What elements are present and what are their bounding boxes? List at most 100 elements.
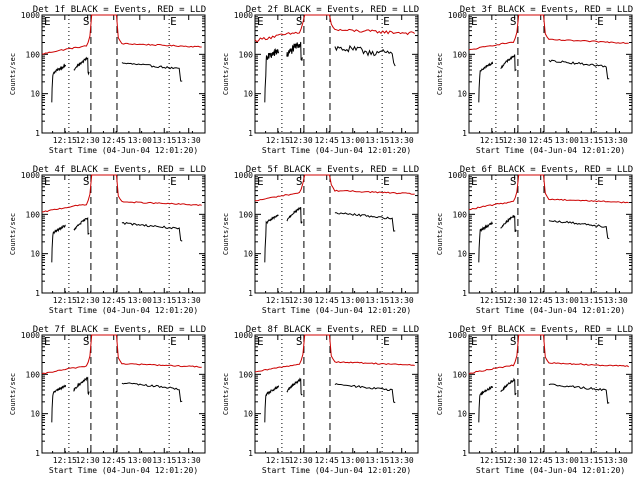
lld-series-line (254, 174, 415, 202)
y-tick-label: 1000 (21, 331, 40, 340)
detector-panel: Det 2f BLACK = Events, RED = LLD 1 10 100 10… (213, 0, 426, 160)
lld-series-line (41, 174, 202, 213)
detector-panel: Det 7f BLACK = Events, RED = LLD 1 10 100 10… (0, 320, 213, 480)
x-axis-label: Start Time (04-Jun-04 12:01:20) (476, 306, 625, 315)
x-tick-label: 12:15 (480, 136, 504, 145)
x-tick-label: 13:00 (341, 456, 365, 465)
x-tick-label: 12:30 (76, 456, 100, 465)
y-tick-label: 1 (462, 129, 467, 138)
x-tick-label: 13:15 (152, 136, 176, 145)
x-tick-label: 13:30 (604, 296, 628, 305)
y-tick-label: 10 (243, 90, 253, 99)
x-tick-label: 12:45 (529, 296, 553, 305)
x-tick-label: 13:15 (152, 296, 176, 305)
x-tick-label: 12:45 (315, 136, 339, 145)
x-tick-label: 13:00 (128, 296, 152, 305)
lld-series-line (468, 14, 629, 51)
x-tick-label: 13:30 (177, 296, 201, 305)
y-tick-label: 1 (35, 289, 40, 298)
x-tick-label: 13:00 (128, 136, 152, 145)
plot-frame (254, 174, 419, 294)
x-tick-label: 12:45 (529, 136, 553, 145)
x-tick-label: 12:30 (503, 296, 527, 305)
y-tick-label: 1000 (234, 171, 253, 180)
x-tick-label: 12:15 (53, 136, 77, 145)
chart-title: Det 4f BLACK = Events, RED = LLD (33, 165, 206, 175)
x-tick-label: 12:45 (102, 136, 126, 145)
y-tick-label: 10 (30, 250, 40, 259)
x-tick-label: 13:00 (555, 456, 579, 465)
marker-label-e: E (471, 175, 478, 188)
x-tick-label: 12:30 (289, 296, 313, 305)
marker-label-s: S (510, 335, 517, 348)
y-tick-label: 10 (243, 250, 253, 259)
plot-frame (468, 334, 633, 454)
x-tick-label: 12:30 (503, 456, 527, 465)
count-rate-chart: Det 2f BLACK = Events, RED = LLD 1 10 100 10… (222, 5, 419, 155)
events-series-line (548, 59, 610, 80)
events-series-line (478, 385, 494, 423)
marker-label-s: S (510, 15, 517, 28)
x-tick-label: 12:30 (76, 136, 100, 145)
chart-title: Det 2f BLACK = Events, RED = LLD (246, 5, 419, 15)
x-tick-label: 12:15 (266, 296, 290, 305)
x-tick-label: 13:00 (128, 456, 152, 465)
plot-frame (468, 174, 633, 294)
y-tick-label: 1 (248, 289, 253, 298)
events-series-line (286, 207, 303, 224)
y-tick-label: 1000 (448, 11, 467, 20)
marker-label-e: E (170, 335, 177, 348)
events-series-line (334, 212, 396, 232)
marker-label-s: S (296, 15, 303, 28)
x-tick-label: 12:45 (529, 456, 553, 465)
x-tick-label: 12:45 (102, 296, 126, 305)
plot-frame (254, 334, 419, 454)
y-tick-label: 1000 (234, 331, 253, 340)
plot-frame (468, 14, 633, 134)
count-rate-chart: Det 6f BLACK = Events, RED = LLD 1 10 100 10… (436, 165, 633, 315)
x-axis-label: Start Time (04-Jun-04 12:01:20) (476, 466, 625, 475)
plot-frame (41, 14, 206, 134)
plot-frame (41, 334, 206, 454)
count-rate-chart: Det 1f BLACK = Events, RED = LLD 1 10 100 10… (9, 5, 206, 155)
chart-title: Det 9f BLACK = Events, RED = LLD (460, 325, 633, 335)
marker-label-s: S (83, 15, 90, 28)
y-tick-label: 100 (453, 210, 468, 219)
count-rate-chart: Det 5f BLACK = Events, RED = LLD 1 10 100 10… (222, 165, 419, 315)
x-tick-label: 13:00 (555, 136, 579, 145)
count-rate-chart: Det 3f BLACK = Events, RED = LLD 1 10 100 10… (436, 5, 633, 155)
y-tick-label: 1000 (448, 171, 467, 180)
y-tick-label: 1 (248, 449, 253, 458)
marker-label-s: S (83, 175, 90, 188)
y-axis-label: Counts/sec (436, 213, 444, 255)
y-tick-label: 100 (26, 370, 41, 379)
chart-title: Det 1f BLACK = Events, RED = LLD (33, 5, 206, 15)
x-tick-label: 13:00 (341, 296, 365, 305)
events-series-line (334, 383, 396, 404)
events-series-line (548, 383, 610, 404)
y-tick-label: 100 (453, 370, 468, 379)
marker-label-e: E (471, 335, 478, 348)
events-series-line (264, 214, 279, 263)
y-axis-label: Counts/sec (222, 53, 230, 95)
chart-title: Det 5f BLACK = Events, RED = LLD (246, 165, 419, 175)
events-series-line (264, 384, 280, 423)
events-series-line (73, 217, 90, 235)
y-tick-label: 100 (239, 370, 254, 379)
events-series-line (286, 377, 303, 396)
y-tick-label: 1 (462, 289, 467, 298)
marker-label-e: E (383, 175, 390, 188)
events-series-line (121, 222, 183, 242)
marker-label-e: E (257, 15, 264, 28)
lld-series-line (254, 334, 415, 373)
chart-title: Det 7f BLACK = Events, RED = LLD (33, 325, 206, 335)
detector-panel: Det 1f BLACK = Events, RED = LLD 1 10 100 10… (0, 0, 213, 160)
marker-label-e: E (597, 15, 604, 28)
y-axis-label: Counts/sec (436, 53, 444, 95)
y-tick-label: 10 (243, 410, 253, 419)
marker-label-e: E (383, 335, 390, 348)
events-series-line (121, 62, 183, 82)
x-tick-label: 13:30 (604, 136, 628, 145)
plot-frame (41, 174, 206, 294)
x-tick-label: 12:45 (102, 456, 126, 465)
